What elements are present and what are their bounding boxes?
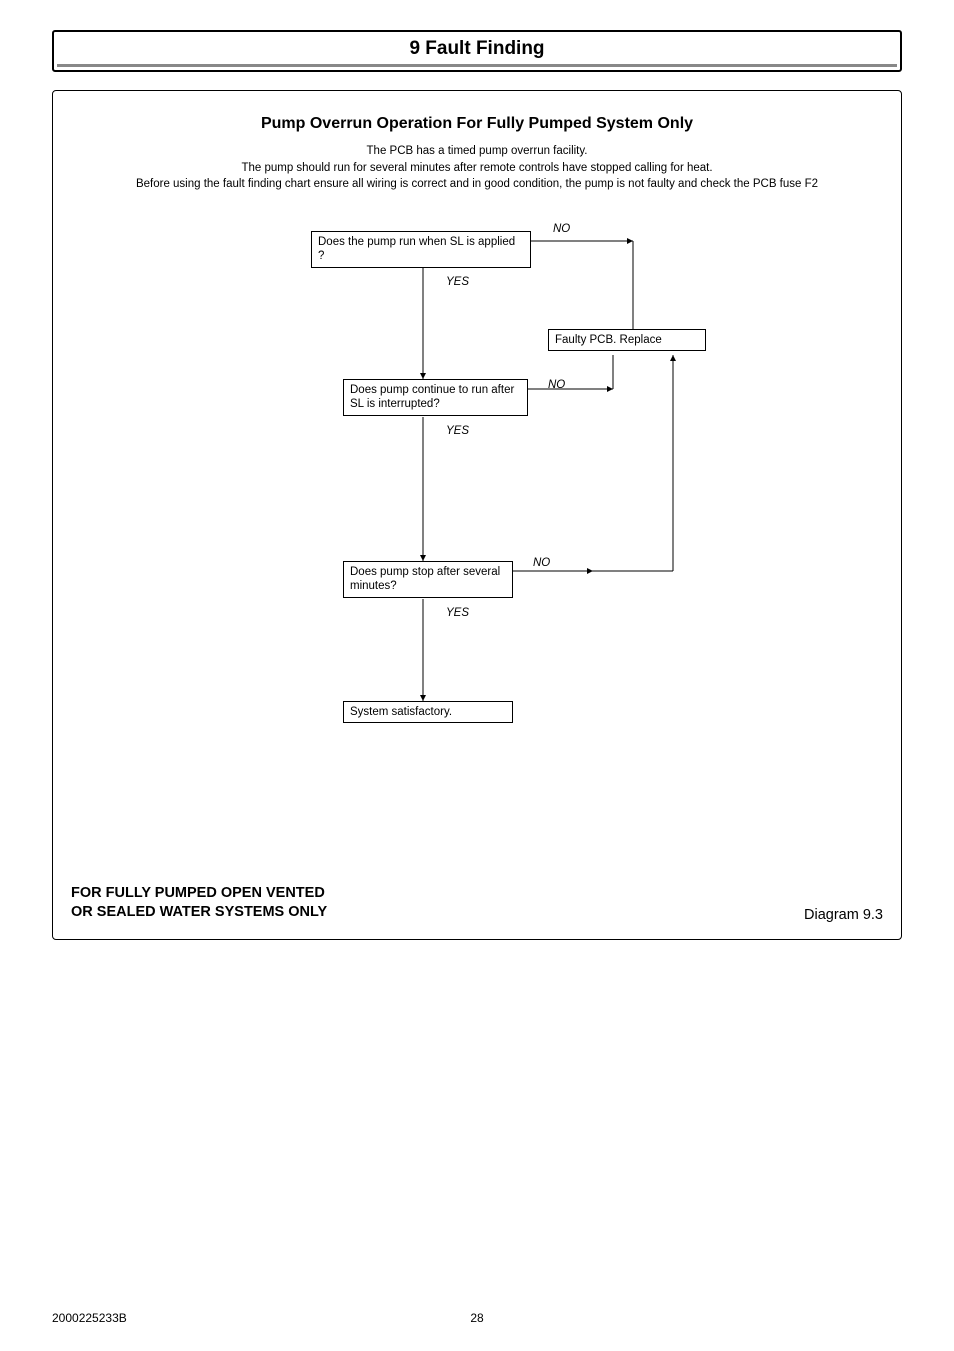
diagram-intro: The PCB has a timed pump overrun facilit… (53, 143, 901, 193)
node-text: Faulty PCB. Replace (555, 334, 662, 346)
node-text: Does pump stop after several (350, 566, 500, 578)
page: 9 Fault Finding Pump Overrun Operation F… (0, 0, 954, 1351)
section-title: 9 Fault Finding (409, 38, 544, 59)
document-code: 2000225233B (52, 1311, 127, 1325)
node-text: Does the pump run when SL is applied ? (318, 236, 515, 262)
node-q2: Does pump continue to run after SL is in… (343, 379, 528, 416)
label-yes: YES (446, 276, 469, 288)
intro-line: The PCB has a timed pump overrun facilit… (367, 145, 588, 157)
diagram-footer-left: FOR FULLY PUMPED OPEN VENTED OR SEALED W… (71, 884, 327, 923)
flowchart: Does the pump run when SL is applied ? N… (53, 221, 901, 869)
page-number: 28 (470, 1311, 483, 1325)
label-no: NO (553, 223, 570, 235)
node-text: minutes? (350, 580, 397, 592)
label-yes: YES (446, 425, 469, 437)
label-yes: YES (446, 607, 469, 619)
node-fault: Faulty PCB. Replace (548, 329, 706, 351)
node-text: SL is interrupted? (350, 398, 440, 410)
intro-line: The pump should run for several minutes … (241, 162, 712, 174)
document-footer: 2000225233B 28 (52, 1311, 902, 1325)
intro-line: Before using the fault finding chart ens… (136, 178, 818, 190)
section-header: 9 Fault Finding (52, 30, 902, 72)
diagram-title: Pump Overrun Operation For Fully Pumped … (53, 115, 901, 133)
label-no: NO (548, 379, 565, 391)
diagram-number: Diagram 9.3 (804, 907, 883, 923)
label-no: NO (533, 557, 550, 569)
diagram-box: Pump Overrun Operation For Fully Pumped … (52, 90, 902, 940)
node-text: System satisfactory. (350, 706, 452, 718)
node-text: Does pump continue to run after (350, 384, 514, 396)
node-q1: Does the pump run when SL is applied ? (311, 231, 531, 268)
node-ok: System satisfactory. (343, 701, 513, 723)
footer-left-line: OR SEALED WATER SYSTEMS ONLY (71, 904, 327, 920)
node-q3: Does pump stop after several minutes? (343, 561, 513, 598)
footer-left-line: FOR FULLY PUMPED OPEN VENTED (71, 885, 325, 901)
flowchart-lines (53, 221, 901, 869)
